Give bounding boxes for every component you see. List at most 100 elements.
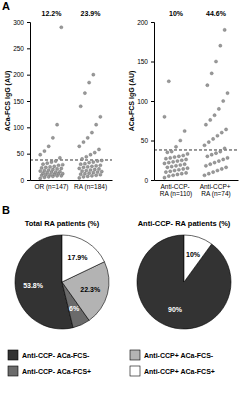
point [219,44,222,47]
point [43,169,46,172]
point [47,145,50,148]
point [214,60,217,63]
point [209,118,212,121]
point [60,167,63,170]
point [203,144,206,147]
point [95,174,98,177]
point [53,165,56,168]
point [44,166,47,169]
point [79,105,82,108]
point [100,159,103,162]
y-axis: 050100150200250300 [13,19,30,184]
point [210,72,213,75]
point [50,160,53,163]
tick: 50 [141,137,154,144]
point [96,171,99,174]
tick-label: 50 [17,150,25,157]
point [226,92,229,95]
data-label: 6% [69,305,80,312]
slice [137,235,231,329]
point [46,162,49,165]
tick-label: 250 [13,45,24,52]
point [220,167,223,170]
tick-label: 100 [137,98,148,105]
tick-mark [27,180,30,181]
tick-mark [151,62,154,63]
tick: OR (n=147) [34,180,68,191]
point [41,163,44,166]
x-axis: Anti-CCP- RA (n=110)Anti-CCP+ RA (n=74) [155,180,239,198]
point [60,26,63,29]
point [47,168,50,171]
point [90,131,93,134]
point [164,157,167,160]
point [93,168,96,171]
tick-mark [27,101,30,102]
data-label: 90% [168,306,183,313]
point [172,160,175,163]
point [51,168,54,171]
annotation: 23.9% [81,10,102,17]
pie: 90% 10% [137,235,231,329]
point [167,80,170,83]
point [83,92,86,95]
point [89,168,92,171]
point [186,152,189,155]
point [177,155,180,158]
point [100,170,103,173]
point [166,151,169,154]
point [182,154,185,157]
point [204,123,207,126]
point [224,166,227,169]
point [51,136,54,139]
tick-mark [27,48,30,49]
point [61,163,64,166]
point [79,173,82,176]
point [219,150,222,153]
point [177,168,180,171]
point [61,172,64,175]
point [86,175,89,178]
point [207,140,210,143]
tick: 100 [137,98,154,105]
point [80,157,83,160]
point [86,136,89,139]
point [174,145,177,148]
annotation: 12.2% [42,10,63,17]
point [169,156,172,159]
point [92,73,95,76]
point [174,164,177,167]
point [173,169,176,172]
point [167,161,170,164]
point [163,176,166,179]
legend-label: Anti-CCP- ACa-FCS- [22,352,90,359]
category-label: Anti-CCP+ RA (n=74) [200,183,233,198]
tick-mark [151,22,154,23]
point [78,167,81,170]
point [179,163,182,166]
point [80,169,83,172]
point [82,166,85,169]
point [184,158,187,161]
axis-line [31,180,113,181]
point [97,148,100,151]
point [85,169,88,172]
point [93,151,96,154]
tick-mark [27,75,30,76]
point [214,152,217,155]
tick-label: 0 [20,177,24,184]
legend: Anti-CCP- ACa-FCS-Anti-CCP- ACa-FCS+Anti… [8,350,215,376]
tick-label: 200 [13,71,24,78]
point [180,172,183,175]
point [206,84,209,87]
point [209,163,212,166]
point [217,159,220,162]
tick-mark [151,180,154,181]
threshold-line [30,159,112,160]
point [220,131,223,134]
data-label: 10% [186,251,201,258]
strip-chart: 050100150200250300OR (n=147)RA (n=184)AC… [4,10,113,191]
axis-title: ACa-FCS IgG (AU) [4,71,12,132]
point [212,171,215,174]
point [207,172,210,175]
